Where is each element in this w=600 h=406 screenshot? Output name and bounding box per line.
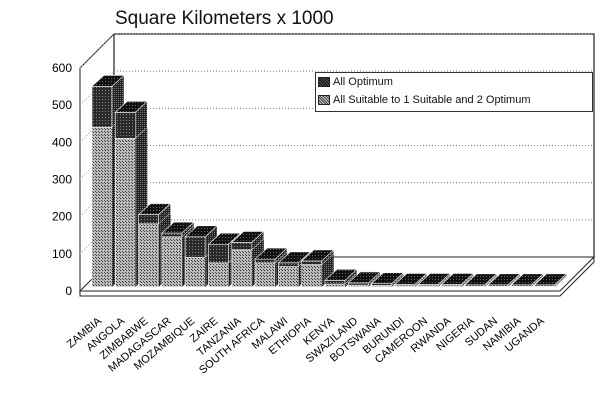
bar-sudan (487, 273, 521, 288)
legend-swatch-dark (318, 77, 330, 87)
y-axis: 0 100 200 300 400 500 600 (52, 61, 72, 298)
bar-cameroon (417, 272, 451, 288)
y-tick-label: 500 (52, 98, 72, 112)
bar-botswana (370, 272, 405, 288)
legend-item-all-suitable: All Suitable to 1 Suitable and 2 Optimum (316, 91, 592, 109)
legend-item-all-optimum: All Optimum (316, 73, 592, 91)
y-tick-label: 600 (52, 61, 72, 75)
bar-namibia (510, 273, 545, 288)
bar-rwanda (440, 272, 475, 288)
legend: All Optimum All Suitable to 1 Suitable a… (315, 72, 593, 112)
y-tick-label: 0 (65, 284, 72, 298)
x-axis-labels: ZAMBIAANGOLAZIMBABWEMADAGASCARMOZAMBIQUE… (65, 315, 547, 377)
y-tick-label: 300 (52, 173, 72, 187)
bar-swaziland (347, 271, 382, 288)
chart-title: Square Kilometers x 1000 (115, 8, 334, 29)
y-tick-label: 100 (52, 247, 72, 261)
bar-nigeria (464, 273, 498, 288)
y-tick-label: 200 (52, 210, 72, 224)
bar-ethiopia (300, 249, 335, 288)
y-tick-label: 400 (52, 135, 72, 149)
legend-swatch-light (318, 95, 330, 105)
bar-uganda (533, 273, 568, 288)
bars (91, 74, 568, 288)
bar-kenya (324, 268, 358, 288)
bar-burundi (394, 272, 428, 288)
